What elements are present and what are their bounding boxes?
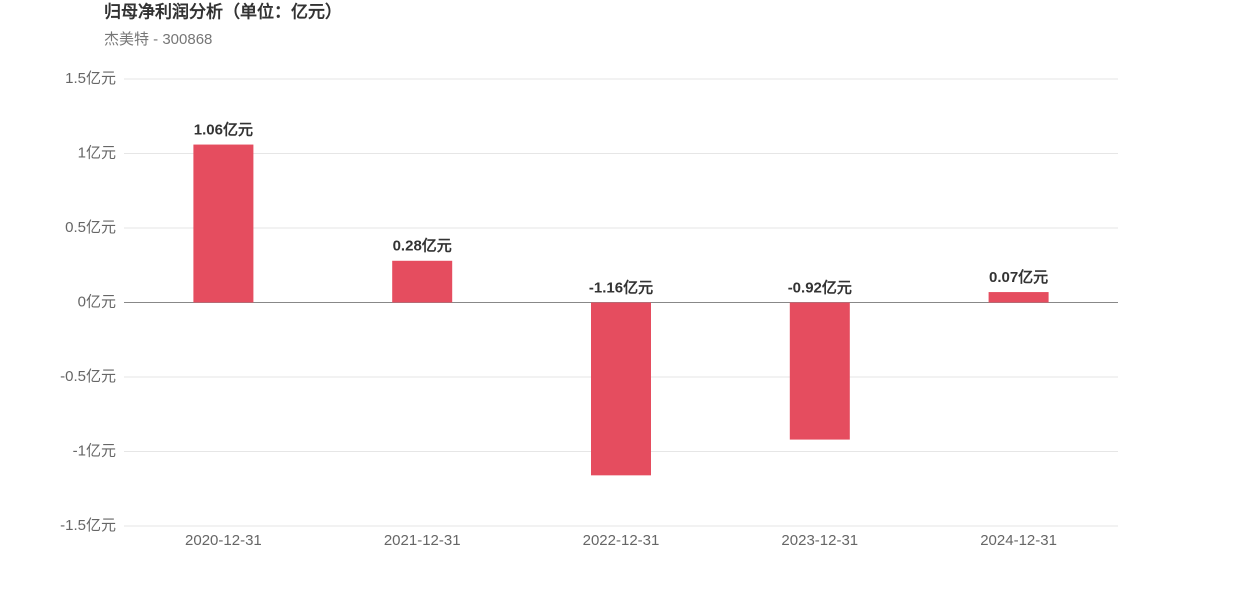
chart-title: 归母净利润分析（单位：亿元） [104, 1, 342, 21]
value-label: 1.06亿元 [194, 121, 253, 139]
bar [988, 292, 1049, 303]
x-tick-label: 2021-12-31 [384, 532, 461, 549]
value-label: -0.92亿元 [788, 278, 852, 296]
y-tick-label: -1亿元 [73, 442, 116, 459]
x-tick-label: 2023-12-31 [781, 532, 858, 549]
value-label: 0.28亿元 [393, 237, 452, 255]
y-tick-label: -0.5亿元 [60, 368, 116, 385]
x-tick-label: 2020-12-31 [185, 532, 262, 549]
x-tick-label: 2024-12-31 [980, 532, 1057, 549]
y-tick-label: 0亿元 [78, 293, 116, 310]
bar [392, 260, 453, 303]
y-tick-label: 0.5亿元 [65, 219, 116, 236]
x-tick-label: 2022-12-31 [583, 532, 660, 549]
y-tick-label: 1.5亿元 [65, 70, 116, 87]
y-tick-label: -1.5亿元 [60, 517, 116, 534]
value-label: 0.07亿元 [989, 268, 1048, 286]
bar [193, 144, 254, 303]
chart-subtitle: 杰美特 - 300868 [104, 31, 212, 48]
value-label: -1.16亿元 [589, 278, 653, 296]
y-tick-label: 1亿元 [78, 144, 116, 161]
bar [591, 302, 651, 476]
bar [789, 302, 850, 440]
